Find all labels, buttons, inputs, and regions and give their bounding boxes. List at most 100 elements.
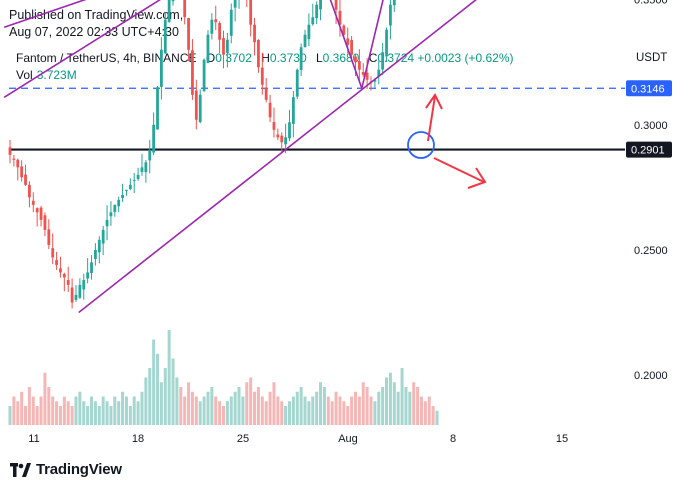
candle-body [377, 69, 381, 77]
volume-bar [353, 391, 357, 425]
volume-bar [121, 391, 125, 425]
trend-line [3, 0, 162, 98]
volume-bar [152, 339, 156, 425]
volume-bar [287, 401, 291, 425]
time-tick-label: 8 [450, 433, 456, 445]
tradingview-logo: TradingView [10, 461, 122, 478]
candle-body [264, 88, 268, 100]
volume-bar [233, 391, 237, 425]
volume-bar [187, 382, 191, 425]
candle-body [35, 208, 39, 213]
volume-bar [400, 368, 404, 425]
volume-bar [322, 387, 326, 425]
candle-body [109, 212, 113, 217]
horizontal-levels [9, 87, 625, 151]
volume-bar [163, 368, 167, 425]
candle-body [373, 79, 377, 82]
candle-body [191, 50, 194, 95]
candle-body [260, 67, 264, 85]
volume-bar [319, 382, 323, 425]
candle-body [74, 294, 78, 300]
volume-bar [62, 396, 66, 425]
candle-body [280, 135, 284, 143]
candle-body [117, 199, 121, 207]
volume-bar [229, 396, 233, 425]
candle-body [97, 239, 101, 253]
candlesticks [8, 0, 396, 309]
volume-bar [245, 382, 249, 425]
candle-body [8, 147, 12, 155]
candle-body [342, 25, 346, 35]
brand-name: TradingView [36, 461, 122, 478]
volume-bar [128, 406, 132, 425]
volume-bar [167, 330, 171, 425]
volume-bar [74, 396, 78, 425]
volume-bar [24, 406, 28, 425]
low-label: L [315, 51, 323, 65]
volume-bar [408, 391, 412, 425]
volume-bar [8, 406, 12, 425]
candle-body [284, 137, 288, 145]
volume-bar [27, 387, 31, 425]
level-tag-label: 0.2901 [631, 145, 665, 157]
volume-bar [431, 406, 435, 425]
volume-bar [51, 396, 55, 425]
volume-bar [338, 396, 342, 425]
price-axis[interactable]: 0.35000.30000.25000.20000.41750.39980.38… [564, 0, 672, 382]
candle-body [334, 0, 338, 10]
candle-body [361, 71, 365, 75]
time-tick-label: Aug [338, 433, 358, 445]
candle-body [51, 248, 55, 258]
volume-bar [299, 387, 303, 425]
volume-bar [330, 401, 334, 425]
candle-body [152, 124, 156, 153]
volume-bar [237, 387, 241, 425]
volume-bar [179, 387, 183, 425]
candle-body [295, 69, 299, 97]
volume-bar [315, 391, 319, 425]
trend-line [361, 0, 384, 89]
volume-bar [16, 401, 20, 425]
volume-bar [350, 396, 354, 425]
candle-body [94, 249, 97, 260]
level-tag [626, 80, 672, 97]
candle-body [128, 184, 132, 189]
candle-body [392, 0, 396, 6]
volume-bar [222, 406, 225, 425]
volume-bar [202, 396, 206, 425]
price-tick-label: 0.2000 [634, 370, 668, 382]
candle-body [159, 49, 163, 87]
candle-body [78, 284, 82, 298]
volume-bar [435, 410, 439, 425]
candle-body [354, 56, 357, 63]
candle-body [70, 287, 74, 303]
volume-bar [86, 406, 90, 425]
volume-bar [210, 387, 214, 425]
candle-body [249, 0, 253, 25]
candle-body [303, 34, 307, 48]
volume-bar [256, 387, 260, 425]
candle-body [144, 162, 148, 173]
volume-bar [148, 368, 152, 425]
volume-bar [218, 401, 222, 425]
volume-bar [175, 377, 179, 425]
close-label: C [368, 51, 378, 65]
price-tick-label: 0.3500 [634, 0, 668, 7]
candle-body [20, 166, 24, 178]
candle-body [163, 19, 167, 54]
volume-bar [260, 396, 264, 425]
candle-body [90, 262, 93, 274]
volume-bar [39, 396, 43, 425]
volume-bar [264, 401, 268, 425]
volume-bar [206, 391, 210, 425]
candle-body [233, 0, 237, 8]
candle-body [47, 229, 51, 245]
candle-body [222, 38, 225, 55]
candle-body [28, 184, 31, 198]
volume-bar [20, 391, 24, 425]
candle-body [214, 19, 218, 23]
candle-body [253, 24, 256, 43]
trend-line [3, 0, 87, 28]
time-axis[interactable]: 11 18 25 Aug 8 15 [28, 433, 568, 445]
